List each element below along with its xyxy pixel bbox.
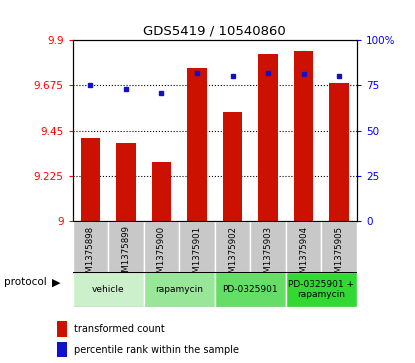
Bar bbox=[250, 221, 286, 272]
Text: PD-0325901: PD-0325901 bbox=[222, 285, 278, 294]
Bar bbox=[223, 111, 242, 221]
Text: rapamycin: rapamycin bbox=[155, 285, 203, 294]
Bar bbox=[144, 272, 215, 307]
Bar bbox=[108, 221, 144, 272]
Bar bbox=[215, 221, 250, 272]
Bar bbox=[215, 272, 286, 307]
Text: GSM1375900: GSM1375900 bbox=[157, 225, 166, 284]
Text: ▶: ▶ bbox=[52, 277, 60, 287]
Text: PD-0325901 +
rapamycin: PD-0325901 + rapamycin bbox=[288, 280, 354, 299]
Bar bbox=[73, 221, 108, 272]
Text: GSM1375904: GSM1375904 bbox=[299, 225, 308, 284]
Bar bbox=[57, 322, 67, 337]
Text: transformed count: transformed count bbox=[75, 324, 165, 334]
Text: GSM1375898: GSM1375898 bbox=[86, 225, 95, 284]
Text: GSM1375899: GSM1375899 bbox=[122, 225, 130, 284]
Bar bbox=[73, 272, 144, 307]
Bar bbox=[330, 83, 349, 221]
Bar bbox=[116, 143, 136, 221]
Text: GSM1375902: GSM1375902 bbox=[228, 225, 237, 284]
Text: percentile rank within the sample: percentile rank within the sample bbox=[75, 345, 239, 355]
Text: protocol: protocol bbox=[4, 277, 47, 287]
Bar bbox=[187, 68, 207, 221]
Bar bbox=[294, 51, 313, 221]
Bar bbox=[152, 162, 171, 221]
Text: GSM1375901: GSM1375901 bbox=[193, 225, 202, 284]
Title: GDS5419 / 10540860: GDS5419 / 10540860 bbox=[144, 24, 286, 37]
Bar bbox=[179, 221, 215, 272]
Bar bbox=[321, 221, 357, 272]
Text: GSM1375903: GSM1375903 bbox=[264, 225, 273, 284]
Bar bbox=[81, 138, 100, 221]
Bar bbox=[144, 221, 179, 272]
Bar bbox=[258, 54, 278, 221]
Bar bbox=[286, 272, 357, 307]
Bar bbox=[57, 342, 67, 357]
Bar bbox=[286, 221, 321, 272]
Text: vehicle: vehicle bbox=[92, 285, 124, 294]
Text: GSM1375905: GSM1375905 bbox=[334, 225, 344, 284]
